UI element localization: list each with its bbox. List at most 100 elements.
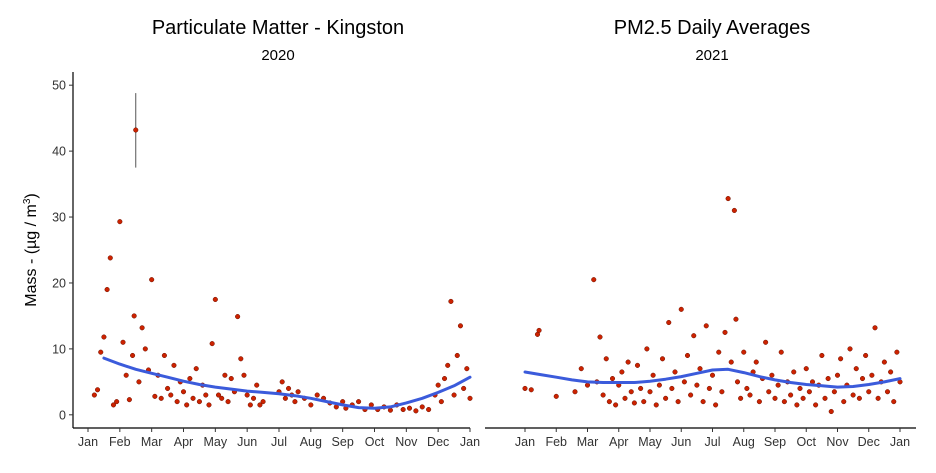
data-point bbox=[781, 399, 787, 405]
data-point bbox=[123, 372, 129, 378]
data-point bbox=[838, 356, 844, 362]
data-point bbox=[528, 387, 534, 393]
data-point bbox=[158, 395, 164, 401]
data-point bbox=[797, 385, 803, 391]
data-point bbox=[584, 382, 591, 388]
data-point bbox=[448, 298, 454, 304]
data-point bbox=[819, 352, 825, 359]
data-point bbox=[356, 399, 362, 405]
data-point bbox=[149, 277, 155, 283]
data-point bbox=[756, 399, 762, 405]
data-point bbox=[136, 379, 142, 385]
data-point bbox=[700, 399, 706, 405]
data-point bbox=[706, 385, 712, 391]
data-point bbox=[451, 392, 457, 398]
data-point bbox=[314, 392, 320, 398]
chart-panel-2: PM2.5 Daily Averages 2021 Jan Feb Mar Apr May J… bbox=[485, 17, 916, 449]
data-point bbox=[591, 277, 597, 283]
data-point bbox=[772, 395, 778, 401]
data-point bbox=[254, 382, 260, 388]
data-point bbox=[133, 127, 139, 133]
data-point bbox=[130, 352, 136, 359]
data-point bbox=[215, 392, 222, 398]
data-point bbox=[308, 402, 314, 408]
data-point bbox=[850, 392, 856, 398]
data-point bbox=[241, 372, 247, 378]
data-point bbox=[647, 389, 653, 395]
data-point bbox=[190, 395, 196, 401]
data-point bbox=[834, 372, 841, 378]
data-point bbox=[142, 346, 148, 352]
data-point bbox=[853, 366, 859, 372]
data-point bbox=[666, 319, 672, 326]
x-tick-label: Apr bbox=[174, 435, 193, 449]
y-tick-label: 50 bbox=[52, 79, 66, 93]
x-tick-label: Oct bbox=[365, 435, 385, 449]
data-point bbox=[400, 406, 406, 413]
data-point bbox=[609, 376, 616, 382]
data-point bbox=[91, 392, 97, 398]
data-point bbox=[744, 385, 750, 391]
data-point bbox=[247, 402, 253, 408]
x-tick-label: Feb bbox=[545, 435, 567, 449]
data-point bbox=[95, 387, 101, 393]
x-tick-label: Sep bbox=[332, 435, 354, 449]
x-tick-label: Jan bbox=[890, 435, 910, 449]
data-point bbox=[464, 366, 470, 372]
data-point bbox=[467, 395, 473, 401]
data-point bbox=[120, 339, 126, 345]
x-tick-label: Aug bbox=[300, 435, 322, 449]
x-tick-label: Aug bbox=[733, 435, 755, 449]
data-point bbox=[238, 356, 244, 362]
data-point bbox=[228, 376, 234, 382]
data-point bbox=[881, 359, 887, 365]
x-tick-label: Dec bbox=[858, 435, 880, 449]
y-axis-label: Mass - (µg / m3) bbox=[22, 193, 40, 306]
x-tick-label: Apr bbox=[609, 435, 628, 449]
data-point bbox=[719, 389, 725, 395]
data-point bbox=[165, 385, 171, 391]
data-point bbox=[884, 389, 891, 395]
data-point bbox=[681, 379, 687, 385]
data-point bbox=[212, 296, 218, 302]
data-point bbox=[863, 352, 869, 359]
data-point bbox=[406, 405, 413, 411]
data-point bbox=[168, 392, 174, 398]
data-point bbox=[644, 346, 650, 352]
data-point bbox=[822, 395, 828, 401]
data-point bbox=[731, 207, 737, 213]
data-point bbox=[728, 359, 734, 365]
data-point bbox=[209, 341, 215, 347]
data-point bbox=[841, 399, 847, 405]
x-tick-label: Mar bbox=[577, 435, 599, 449]
data-point bbox=[619, 369, 625, 375]
data-point bbox=[638, 385, 644, 391]
data-point bbox=[641, 399, 647, 405]
data-point bbox=[656, 382, 662, 388]
data-point bbox=[778, 349, 784, 355]
data-point bbox=[806, 389, 812, 395]
data-point bbox=[260, 399, 266, 405]
data-point bbox=[441, 376, 448, 382]
x-tick-label: Jan bbox=[515, 435, 535, 449]
data-point bbox=[235, 314, 241, 320]
x-tick-label: Jun bbox=[237, 435, 257, 449]
data-point bbox=[606, 399, 612, 405]
x-tick-label: May bbox=[204, 435, 228, 449]
data-point bbox=[866, 389, 872, 395]
data-point bbox=[193, 366, 199, 372]
chart-title: PM2.5 Daily Averages bbox=[614, 17, 810, 39]
data-point bbox=[713, 402, 719, 408]
data-point bbox=[663, 395, 669, 401]
data-point bbox=[672, 369, 678, 375]
data-point bbox=[703, 323, 709, 329]
data-point bbox=[747, 392, 753, 398]
data-point bbox=[187, 376, 193, 382]
x-tick-label: Jul bbox=[705, 435, 721, 449]
data-point bbox=[769, 372, 775, 378]
data-point bbox=[625, 359, 631, 365]
data-point bbox=[725, 196, 731, 202]
data-point bbox=[831, 389, 837, 395]
data-point bbox=[110, 402, 117, 408]
